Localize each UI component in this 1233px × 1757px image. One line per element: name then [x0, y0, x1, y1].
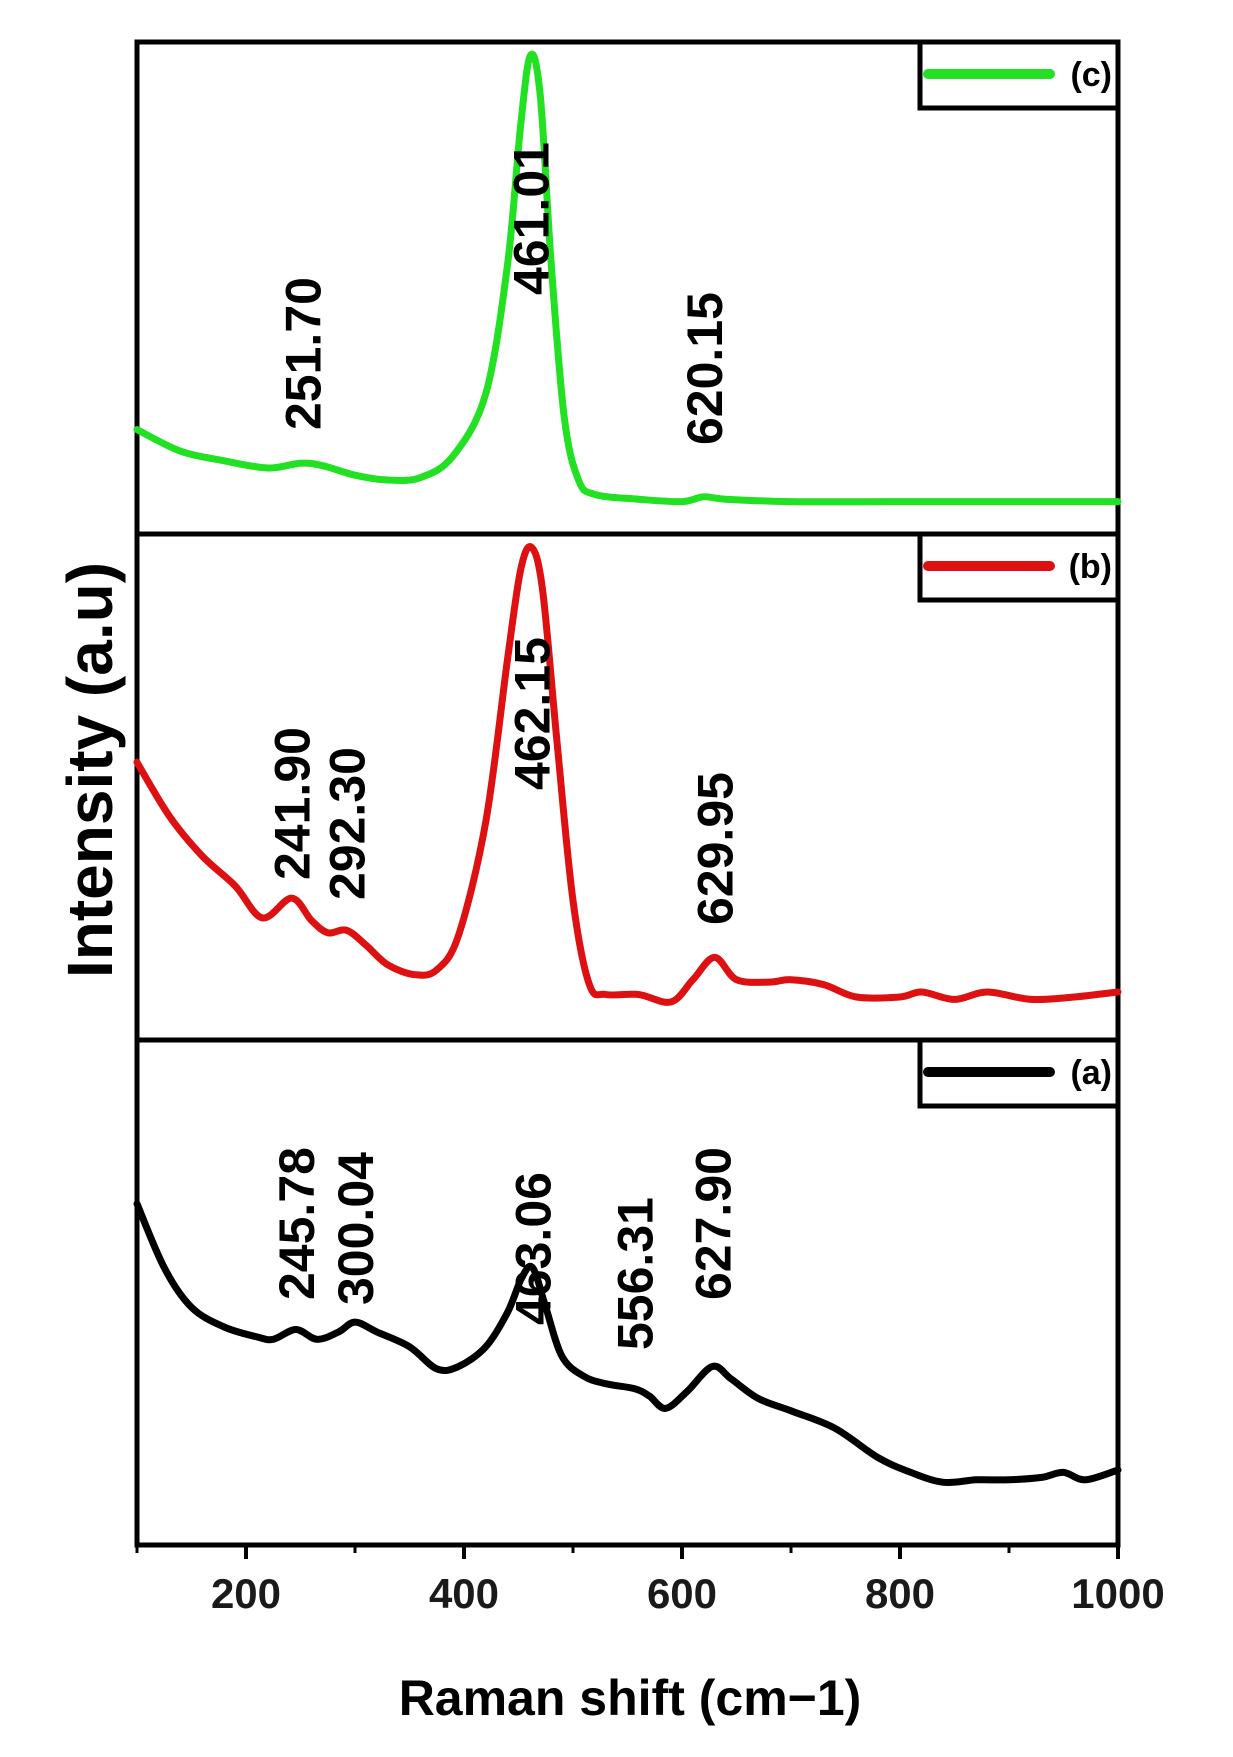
- peak-label: 300.04: [328, 1152, 384, 1305]
- legend-label: (c): [1070, 56, 1112, 94]
- peak-label: 461.01: [504, 142, 560, 295]
- peak-label: 251.70: [275, 277, 331, 430]
- legend-c: (c): [917, 39, 1121, 111]
- x-tick-label: 400: [429, 1570, 499, 1617]
- legend-label: (a): [1070, 1054, 1112, 1092]
- legend-a: (a): [917, 1037, 1121, 1109]
- y-axis-title: Intensity (a.u): [54, 562, 126, 978]
- peak-label: 245.78: [269, 1147, 325, 1300]
- peak-label: 629.95: [688, 772, 744, 925]
- series-line-c: [133, 50, 1122, 506]
- legend-b: (b): [917, 531, 1121, 603]
- series-line-a: [133, 1200, 1122, 1487]
- panel-frame: [134, 1037, 1121, 1548]
- peak-label: 463.06: [506, 1172, 562, 1325]
- x-tick-label: 1000: [1071, 1570, 1164, 1617]
- series-line-b: [133, 543, 1122, 1006]
- peak-label: 620.15: [677, 292, 733, 445]
- peak-label: 241.90: [265, 727, 321, 880]
- x-axis-title: Raman shift (cm−1): [399, 1670, 862, 1726]
- x-tick-label: 200: [211, 1570, 281, 1617]
- peak-label: 627.90: [685, 1147, 741, 1300]
- peak-label: 292.30: [320, 747, 376, 900]
- x-tick-label: 600: [647, 1570, 717, 1617]
- panel-c: (c) 251.70 461.01 620.15: [133, 39, 1122, 537]
- peak-label: 556.31: [607, 1197, 663, 1350]
- legend-label: (b): [1069, 548, 1112, 586]
- x-tick-label: 800: [865, 1570, 935, 1617]
- x-axis-ticks: 200 400 600 800 1000: [135, 1545, 1165, 1617]
- peak-label: 462.15: [505, 637, 561, 790]
- panel-a: (a) 245.78 300.04 463.06 556.31 627.90: [133, 1037, 1122, 1548]
